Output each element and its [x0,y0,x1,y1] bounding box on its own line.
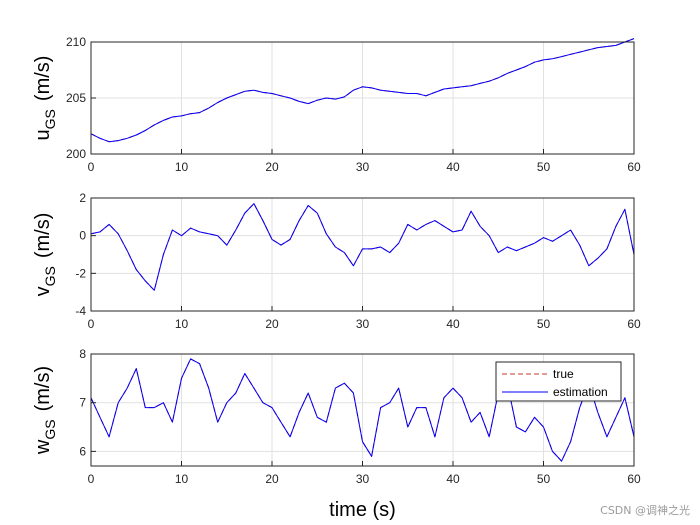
legend: true estimation [495,361,622,402]
y-axis-label-main: u [32,129,54,140]
x-tick-label: 20 [265,160,279,174]
x-tick-label: 60 [627,160,641,174]
y-axis-label-unit: (m/s) [32,56,54,102]
y-axis-label-unit: (m/s) [32,213,54,259]
legend-box [495,361,622,402]
x-tick-label: 10 [175,317,189,331]
x-tick-label: 50 [537,317,551,331]
y-axis-label-sub: GS [42,266,58,286]
x-tick-label: 60 [627,317,641,331]
y-axis-label-main: w [32,439,54,455]
x-tick-label: 30 [356,317,370,331]
x-tick-label: 60 [627,472,641,486]
y-axis-label: wGS (m/s) [32,366,58,455]
series-line-estimation [90,38,635,143]
y-tick-label: 200 [66,147,86,161]
series-line-estimation [90,358,635,462]
y-tick-label: 210 [66,35,86,49]
y-axis-label-sub: GS [42,109,58,129]
subplot-3: 0 10 20 30 40 50 60 6 7 8 wGS (m/s) time (s) true esti… [32,347,641,521]
legend-label-estimation: estimation [553,385,608,399]
y-axis-label-sub: GS [42,419,58,439]
subplot-2: 0 10 20 30 40 50 60 -4 -2 0 2 vGS (m/s) [32,191,641,331]
y-tick-label: 7 [79,396,86,410]
x-tick-label: 20 [265,317,279,331]
y-tick-label: 8 [79,347,86,361]
x-tick-label: 0 [88,472,95,486]
x-tick-label: 40 [446,317,460,331]
y-tick-label: 6 [79,444,86,458]
x-axis-label: time (s) [329,499,396,521]
y-axis-label-unit: (m/s) [32,366,54,412]
y-axis-label-main: v [32,286,54,296]
x-tick-label: 50 [537,472,551,486]
y-tick-label: -2 [75,266,86,280]
y-tick-label: 0 [79,229,86,243]
x-tick-label: 30 [356,160,370,174]
x-tick-label: 10 [175,472,189,486]
x-tick-label: 0 [88,317,95,331]
x-tick-label: 0 [88,160,95,174]
x-tick-label: 50 [537,160,551,174]
watermark: CSDN @调神之光 [600,503,690,517]
y-tick-label: 205 [66,91,86,105]
y-tick-label: 2 [79,191,86,205]
x-tick-label: 10 [175,160,189,174]
x-tick-label: 40 [446,472,460,486]
y-tick-label: -4 [75,304,86,318]
series-line-estimation [90,203,635,291]
x-tick-label: 40 [446,160,460,174]
legend-label-true: true [553,367,574,381]
x-tick-label: 20 [265,472,279,486]
x-tick-label: 30 [356,472,370,486]
y-axis-label: vGS (m/s) [32,213,58,297]
subplot-1: 0 10 20 30 40 50 60 200 205 210 uGS (m/s) [32,35,641,174]
y-axis-label: uGS (m/s) [32,56,58,141]
